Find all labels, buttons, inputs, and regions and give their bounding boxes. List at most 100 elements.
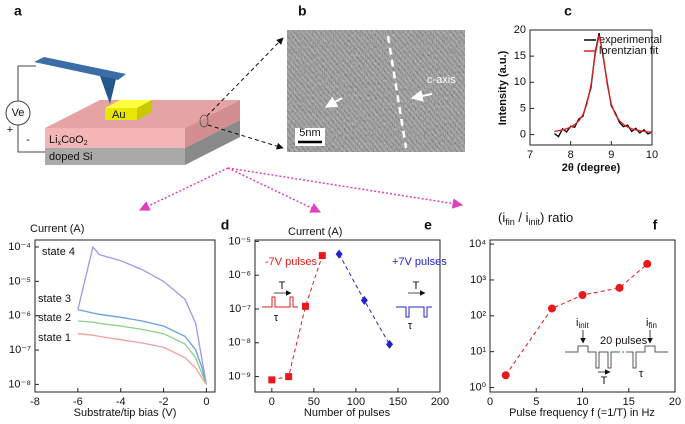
zoom-arrow [206, 37, 284, 117]
x-tick-label: -4 [116, 396, 126, 408]
series-line [77, 320, 208, 385]
y-tick-label: 10⁻⁸ [8, 378, 31, 390]
y-tick-label: 10⁻⁹ [228, 370, 251, 382]
annotation: T [601, 375, 608, 387]
title-part: / i [515, 210, 529, 225]
y-tick-label: 10⁻⁵ [228, 235, 251, 247]
y-tick-label: 10³ [470, 274, 486, 286]
series-label: +7V pulses [392, 256, 447, 268]
x-axis-label: Substrate/tip bias (V) [74, 407, 177, 419]
pulse-waveform [262, 296, 298, 308]
y-tick-label: 10⁻⁷ [229, 303, 251, 315]
inset-waveforms [262, 290, 668, 375]
source-label: Ve [12, 107, 25, 119]
y-tick-label: 10⁻⁶ [8, 310, 31, 322]
title-part: init [528, 217, 540, 227]
pad-label: Au [112, 109, 125, 121]
film-label-part: 2 [84, 140, 88, 147]
annotation: 20 pulses [600, 335, 648, 347]
panel-label: a [14, 3, 22, 19]
zoom-arrow [207, 124, 284, 150]
x-tick-label: 20 [669, 396, 681, 408]
pad-front [105, 108, 137, 120]
point [301, 302, 309, 310]
pulse-waveform [628, 345, 668, 369]
y-tick-label: 10⁻⁴ [8, 241, 31, 253]
x-tick-label: 7 [527, 149, 533, 161]
panel-label: f [653, 217, 658, 233]
point [268, 376, 276, 384]
x-tick-label: 5 [533, 396, 539, 408]
y-tick-label: 15 [514, 50, 526, 62]
series-label: state 3 [38, 293, 71, 305]
series-line [77, 308, 208, 385]
x-axis-label: Pulse frequency f (=1/T) in Hz [509, 407, 655, 419]
cantilever [34, 57, 126, 80]
y-tick-label: 5 [520, 102, 526, 114]
x-tick-label: 200 [431, 396, 449, 408]
x-tick-label: 100 [347, 396, 365, 408]
voltage-source [5, 100, 31, 126]
y-tick-label: 10 [514, 76, 526, 88]
point [501, 371, 510, 380]
x-tick-label: 50 [308, 396, 320, 408]
y-tick-label: 20 [514, 24, 526, 36]
annotation-part: fin [648, 321, 656, 330]
y-tick-label: 10¹ [470, 346, 486, 358]
point [578, 291, 587, 300]
panel-label: c [564, 3, 572, 19]
series-label: state 1 [38, 332, 71, 344]
legend-label: experimental [599, 34, 662, 46]
x-axis-label: Number of pulses [304, 407, 391, 419]
pulse-waveform [396, 306, 432, 318]
chart-title: (ifin / iinit) ratio [498, 210, 573, 227]
tem-image: b c-axis 5nm [287, 3, 465, 152]
x-tick-label: -8 [30, 396, 40, 408]
x-tick-label: 8 [568, 149, 574, 161]
title-part: fin [505, 217, 515, 227]
substrate-side [185, 120, 240, 165]
y-tick-label: 10⁻⁵ [8, 275, 31, 287]
y-axis-label: Current (A) [288, 226, 342, 238]
series-line [271, 255, 323, 381]
point [318, 252, 326, 260]
film-label-part: Li [49, 134, 58, 146]
x-tick-label: 0 [487, 396, 493, 408]
film-label: LixCoO2 [49, 134, 88, 147]
annotation: iinit [576, 317, 589, 330]
title-part: (i [498, 210, 505, 225]
point [386, 339, 394, 349]
link-arrow [227, 167, 464, 209]
pad-top [105, 100, 152, 108]
substrate-label: doped Si [49, 151, 92, 163]
x-tick-label: 0 [203, 396, 209, 408]
x-tick-label: 15 [623, 396, 635, 408]
plus-sign: + [7, 124, 13, 136]
pulse-waveform [565, 345, 618, 369]
series-label: state 2 [38, 312, 71, 324]
series-line [77, 333, 207, 385]
x-tick-label: 0 [269, 396, 275, 408]
film-front [45, 128, 185, 148]
annotation: T [279, 280, 286, 292]
x-axis-label: 2θ (degree) [562, 162, 621, 174]
annotation-part: init [578, 321, 589, 330]
y-tick-label: 10⁻⁷ [9, 344, 31, 356]
plot-frame [529, 29, 653, 146]
y-tick-label: 10⁻⁶ [228, 269, 251, 281]
y-tick-label: 10⁰ [469, 381, 486, 393]
point [615, 283, 624, 292]
series-label: state 4 [42, 246, 75, 258]
link-arrow [139, 167, 229, 211]
point [335, 249, 343, 259]
y-axis-label: Intensity (a.u.) [497, 50, 509, 125]
x-tick-label: -2 [159, 396, 169, 408]
x-tick-label: 10 [576, 396, 588, 408]
series-line [554, 35, 653, 133]
film-label-part: CoO [61, 134, 84, 146]
direction-arrow [324, 96, 343, 108]
annotation-part: i [576, 317, 578, 329]
zoom-region [199, 114, 209, 128]
x-tick-label: 10 [646, 149, 658, 161]
